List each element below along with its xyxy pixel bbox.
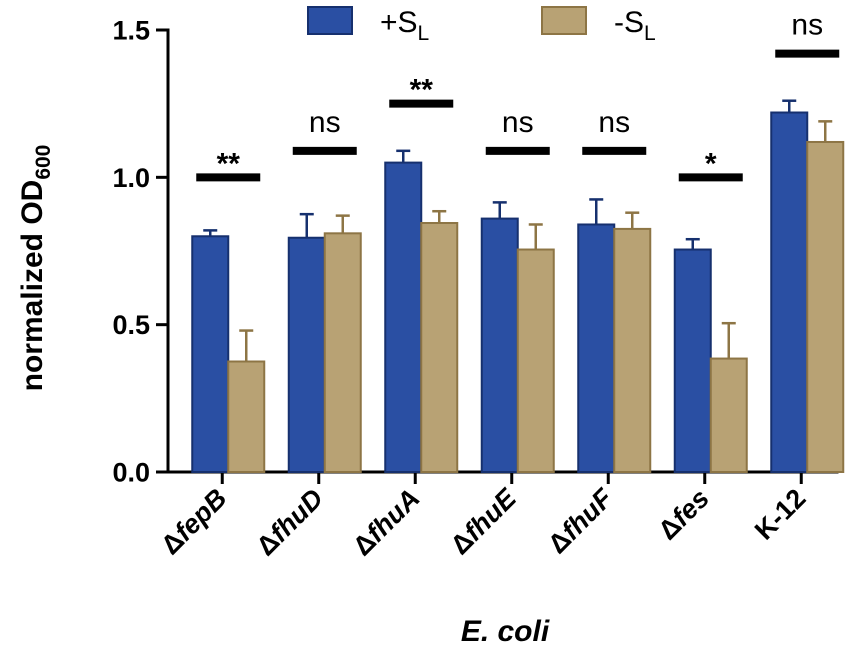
significance-label: ** (217, 147, 241, 180)
bar (613, 227, 652, 473)
bar (227, 360, 266, 473)
bar (384, 161, 423, 473)
bar (323, 232, 362, 473)
legend-label-sub: L (644, 22, 656, 45)
significance-label: ns (309, 106, 341, 139)
legend-swatch (307, 6, 353, 35)
bar (709, 357, 748, 474)
x-tick-label-name: K-12 (749, 483, 812, 546)
bar (577, 223, 616, 473)
x-tick-label: ΔfepB (155, 483, 232, 560)
bar (287, 236, 326, 473)
bars (191, 111, 845, 474)
y-tick-label: 1.5 (112, 16, 150, 46)
x-tick-label: K-12 (749, 483, 812, 546)
significance-annotations: ** ns ** ns ns * ns (196, 9, 840, 182)
x-tick-label: Δfes (652, 483, 715, 546)
legend-label-main: +S (380, 6, 418, 39)
significance-label: ns (791, 9, 823, 42)
bar (191, 235, 230, 473)
y-axis-title: normalized OD600 (16, 145, 55, 392)
legend-label: -SL (614, 6, 656, 45)
x-tick-label: ΔfhuA (347, 483, 425, 561)
bar (770, 111, 809, 474)
y-axis: 0.0 0.5 1.0 1.5 (112, 16, 170, 488)
axis-labels: normalized OD600 E. coli (16, 145, 550, 648)
bar (516, 248, 555, 473)
significance-label: ns (598, 106, 630, 139)
y-axis-title-sub: 600 (32, 145, 55, 180)
x-tick-label: ΔfhuF (542, 482, 619, 559)
x-axis: ΔfepB ΔfhuD ΔfhuA ΔfhuE ΔfhuF Δfes K-12 (155, 470, 839, 561)
significance-label: ** (410, 74, 434, 107)
legend-label-main: -S (614, 6, 644, 39)
x-tick-label: ΔfhuD (251, 483, 329, 561)
y-tick-label: 1.0 (112, 163, 150, 193)
significance-label: ns (502, 106, 534, 139)
error-bars (203, 99, 833, 362)
bar (480, 217, 519, 473)
y-tick-label: 0.5 (112, 310, 150, 340)
x-tick-label: ΔfhuE (445, 482, 523, 560)
bar (806, 140, 845, 473)
legend: +SL -SL (307, 6, 656, 45)
y-tick-label: 0.0 (112, 458, 150, 488)
legend-swatch (541, 6, 587, 35)
bar (673, 248, 712, 473)
y-axis-title-main: normalized OD (16, 180, 49, 392)
bar (420, 222, 459, 473)
significance-label: * (705, 147, 717, 180)
x-axis-title: E. coli (461, 615, 550, 648)
legend-label: +SL (380, 6, 429, 45)
legend-label-sub: L (418, 22, 430, 45)
